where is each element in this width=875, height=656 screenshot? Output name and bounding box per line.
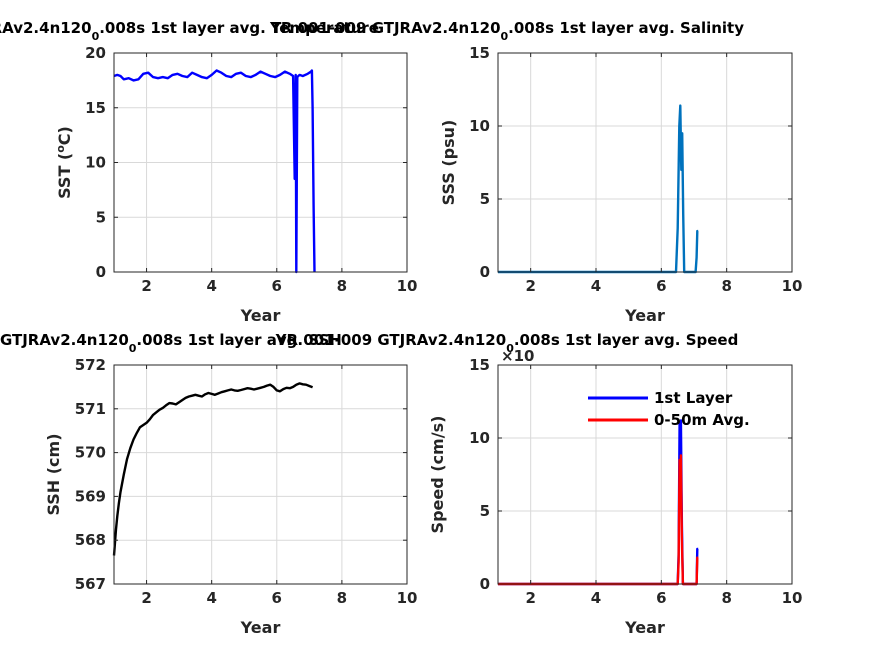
subplot-title: YR 001-009 GTJRAv2.4n1200.008s 1st layer…	[275, 331, 739, 355]
y-axis-label: Speed (cm/s)	[428, 416, 447, 534]
subplot-4: 2 4 6 8 10 0 5 10 15 Year Speed (cm/s) ×10 1st Layer…	[275, 331, 803, 637]
series-line-1	[112, 382, 314, 556]
subplot-title-rest: .008s 1st layer avg. Temperature	[99, 19, 379, 37]
subplot-2: 2 4 6 8 10 0 5 10 15 Year SSS (psu) YR 001-009 GTJR…	[269, 19, 802, 325]
subplot-title-rest: .008s 1st layer avg. Salinity	[508, 19, 744, 37]
y-tick-label: 569	[75, 487, 106, 505]
x-tick-label: 4	[591, 589, 601, 607]
x-tick-label: 6	[272, 277, 282, 295]
y-axis-label-text: Speed (cm/s)	[428, 416, 447, 534]
x-tick-label: 8	[721, 277, 731, 295]
y-tick-label: 10	[469, 117, 490, 135]
exponent-label: ×10	[501, 347, 534, 365]
y-tick-label: 10	[469, 429, 490, 447]
subplot-title-main: YR 001-009 GTJRAv2.4n120	[0, 19, 92, 37]
y-tick-label: 5	[480, 190, 490, 208]
axes-frame	[497, 52, 793, 273]
y-tick-label: 20	[85, 44, 106, 62]
subplot-title-subscript: 0	[92, 30, 100, 43]
subplot-title: YR 001-009 GTJRAv2.4n1200.008s 1st layer…	[0, 331, 342, 355]
y-tick-label: 570	[75, 444, 106, 462]
x-tick-label: 4	[591, 277, 601, 295]
plot-area	[114, 365, 407, 584]
legend: 1st Layer 0-50m Avg.	[588, 389, 750, 429]
x-tick-label: 8	[721, 589, 731, 607]
x-tick-label: 6	[272, 589, 282, 607]
x-tick-label: 8	[337, 589, 347, 607]
subplot-title-main: YR 001-009 GTJRAv2.4n120	[269, 19, 501, 37]
subplot-title: YR 001-009 GTJRAv2.4n1200.008s 1st layer…	[269, 19, 744, 43]
subplot-title-subscript: 0	[129, 342, 137, 355]
x-tick-label: 2	[141, 277, 151, 295]
subplot-title-subscript: 0	[501, 30, 509, 43]
x-tick-label: 10	[397, 589, 418, 607]
x-tick-label: 10	[782, 277, 803, 295]
plot-area	[498, 365, 792, 584]
x-axis-label: Year	[240, 618, 281, 637]
subplot-title-rest: .008s 1st layer avg. Speed	[514, 331, 738, 349]
y-tick-label: 10	[85, 154, 106, 172]
x-axis-label: Year	[624, 618, 665, 637]
x-tick-label: 2	[141, 589, 151, 607]
subplot-title: YR 001-009 GTJRAv2.4n1200.008s 1st layer…	[0, 19, 379, 43]
x-tick-label: 4	[206, 589, 216, 607]
subplot-3: 2 4 6 8 10 567 568 569 570 571 572 Year SSH (cm) YR 0…	[0, 331, 417, 637]
y-axis-label: SST (oC)	[54, 126, 75, 199]
subplot-title-subscript: 0	[506, 342, 514, 355]
axes-frame	[497, 364, 793, 585]
subplot-title-main: YR 001-009 GTJRAv2.4n120	[275, 331, 507, 349]
x-tick-label: 10	[782, 589, 803, 607]
x-tick-label: 10	[397, 277, 418, 295]
x-axis-label: Year	[624, 306, 665, 325]
subplot-title-rest: .008s 1st layer avg. SSH	[136, 331, 341, 349]
y-axis-label: SSH (cm)	[44, 433, 63, 515]
y-tick-label: 15	[469, 44, 490, 62]
y-axis-label-unit: C)	[55, 126, 74, 145]
y-tick-label: 571	[75, 400, 106, 418]
y-tick-label: 15	[85, 99, 106, 117]
y-axis-label: SSS (psu)	[439, 120, 458, 206]
x-tick-label: 6	[656, 277, 666, 295]
y-axis-label-text: SST (	[55, 153, 74, 199]
x-tick-label: 4	[206, 277, 216, 295]
y-tick-label: 5	[96, 208, 106, 226]
y-axis-label-superscript: o	[54, 145, 67, 153]
x-tick-label: 2	[525, 589, 535, 607]
y-axis-label-text: SSS (psu)	[439, 120, 458, 206]
legend-label-2: 0-50m Avg.	[654, 411, 750, 429]
axes-frame	[113, 364, 408, 585]
legend-label-1: 1st Layer	[654, 389, 733, 407]
x-tick-label: 2	[525, 277, 535, 295]
y-tick-label: 0	[96, 263, 106, 281]
x-tick-label: 8	[337, 277, 347, 295]
y-tick-label: 0	[480, 263, 490, 281]
y-tick-label: 5	[480, 502, 490, 520]
y-axis-label-text: SSH (cm)	[44, 433, 63, 515]
plot-area	[498, 53, 792, 272]
y-tick-label: 568	[75, 531, 106, 549]
y-tick-label: 0	[480, 575, 490, 593]
series-line-1	[113, 69, 316, 274]
y-tick-label: 567	[75, 575, 106, 593]
y-tick-label: 572	[75, 356, 106, 374]
y-tick-label: 15	[469, 356, 490, 374]
subplot-title-main: YR 001-009 GTJRAv2.4n120	[0, 331, 129, 349]
x-axis-label: Year	[240, 306, 281, 325]
subplot-1: 2 4 6 8 10 0 5 10 15 20 Year SST (oC) YR 001-009 GTJ…	[0, 19, 417, 325]
x-tick-label: 6	[656, 589, 666, 607]
